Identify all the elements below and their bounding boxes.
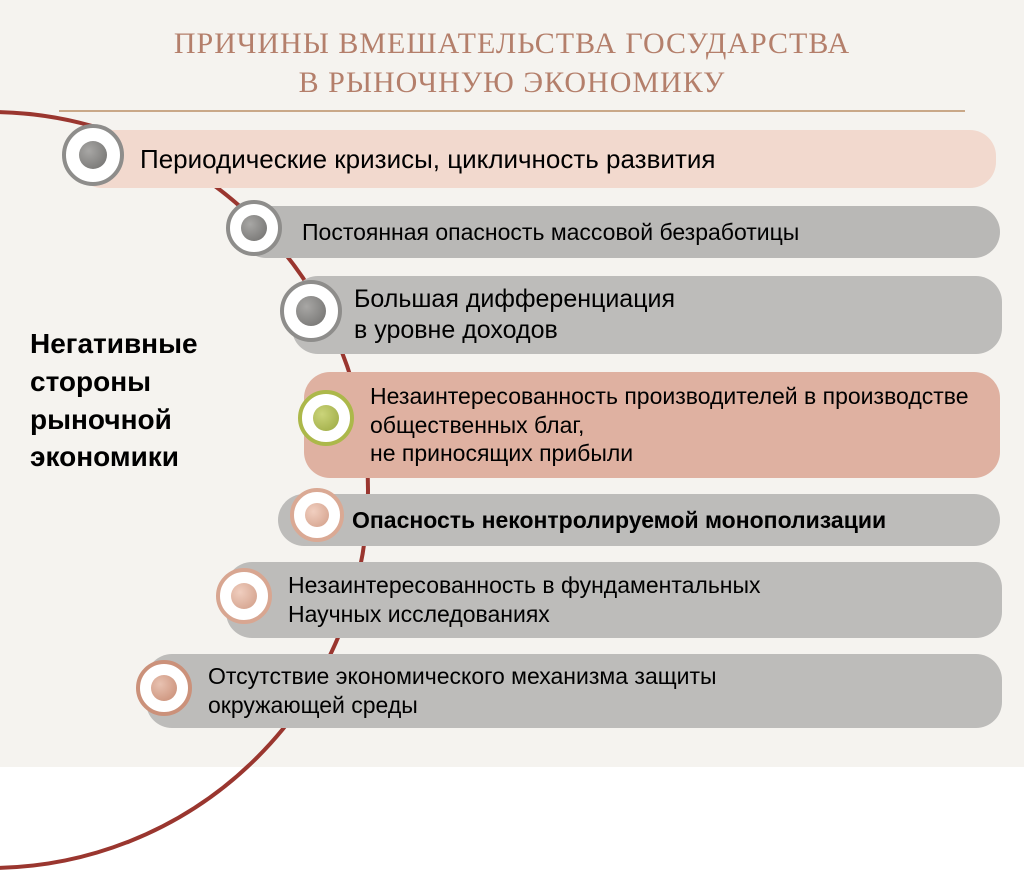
bar-text: Незаинтересованность производителей в пр… — [370, 382, 982, 468]
bar-text: Незаинтересованность в фундаментальных Н… — [288, 571, 761, 629]
bar-text: Опасность неконтролируемой монополизации — [352, 506, 886, 535]
title-line-2: В РЫНОЧНУЮ ЭКОНОМИКУ — [299, 66, 726, 99]
content-area: Негативные стороны рыночной экономики Пе… — [30, 130, 994, 740]
bullet-inner — [231, 583, 257, 609]
bar-text: Отсутствие экономического механизма защи… — [208, 662, 717, 720]
reason-bar-2: Постоянная опасность массовой безработиц… — [240, 206, 1000, 258]
bullet-icon — [298, 390, 354, 446]
slide: ПРИЧИНЫ ВМЕШАТЕЛЬСТВА ГОСУДАРСТВА В РЫНО… — [0, 0, 1024, 767]
title-underline — [59, 110, 965, 112]
bar-text: Большая дифференциация в уровне доходов — [354, 284, 675, 347]
reason-bar-5: Опасность неконтролируемой монополизации — [278, 494, 1000, 546]
reason-bar-1: Периодические кризисы, цикличность разви… — [76, 130, 996, 188]
title-line-1: ПРИЧИНЫ ВМЕШАТЕЛЬСТВА ГОСУДАРСТВА — [174, 27, 850, 60]
slide-title: ПРИЧИНЫ ВМЕШАТЕЛЬСТВА ГОСУДАРСТВА В РЫНО… — [30, 24, 994, 102]
bar-text: Периодические кризисы, цикличность разви… — [140, 143, 715, 176]
bullet-inner — [296, 296, 326, 326]
side-label-line: стороны — [30, 366, 151, 397]
reason-bar-3: Большая дифференциация в уровне доходов — [292, 276, 1002, 354]
side-label-line: рыночной — [30, 404, 172, 435]
bullet-inner — [241, 215, 267, 241]
side-label: Негативные стороны рыночной экономики — [30, 325, 198, 476]
side-label-line: экономики — [30, 441, 179, 472]
bullet-inner — [305, 503, 329, 527]
side-label-line: Негативные — [30, 328, 198, 359]
bar-text: Постоянная опасность массовой безработиц… — [302, 218, 799, 247]
reason-bar-7: Отсутствие экономического механизма защи… — [146, 654, 1002, 728]
bullet-inner — [151, 675, 177, 701]
bullet-inner — [79, 141, 107, 169]
bullet-inner — [313, 405, 339, 431]
reason-bar-6: Незаинтересованность в фундаментальных Н… — [226, 562, 1002, 638]
bullet-icon — [290, 488, 344, 542]
reason-bar-4: Незаинтересованность производителей в пр… — [304, 372, 1000, 478]
bullet-icon — [280, 280, 342, 342]
bullet-icon — [62, 124, 124, 186]
bullet-icon — [136, 660, 192, 716]
bullet-icon — [226, 200, 282, 256]
bullet-icon — [216, 568, 272, 624]
